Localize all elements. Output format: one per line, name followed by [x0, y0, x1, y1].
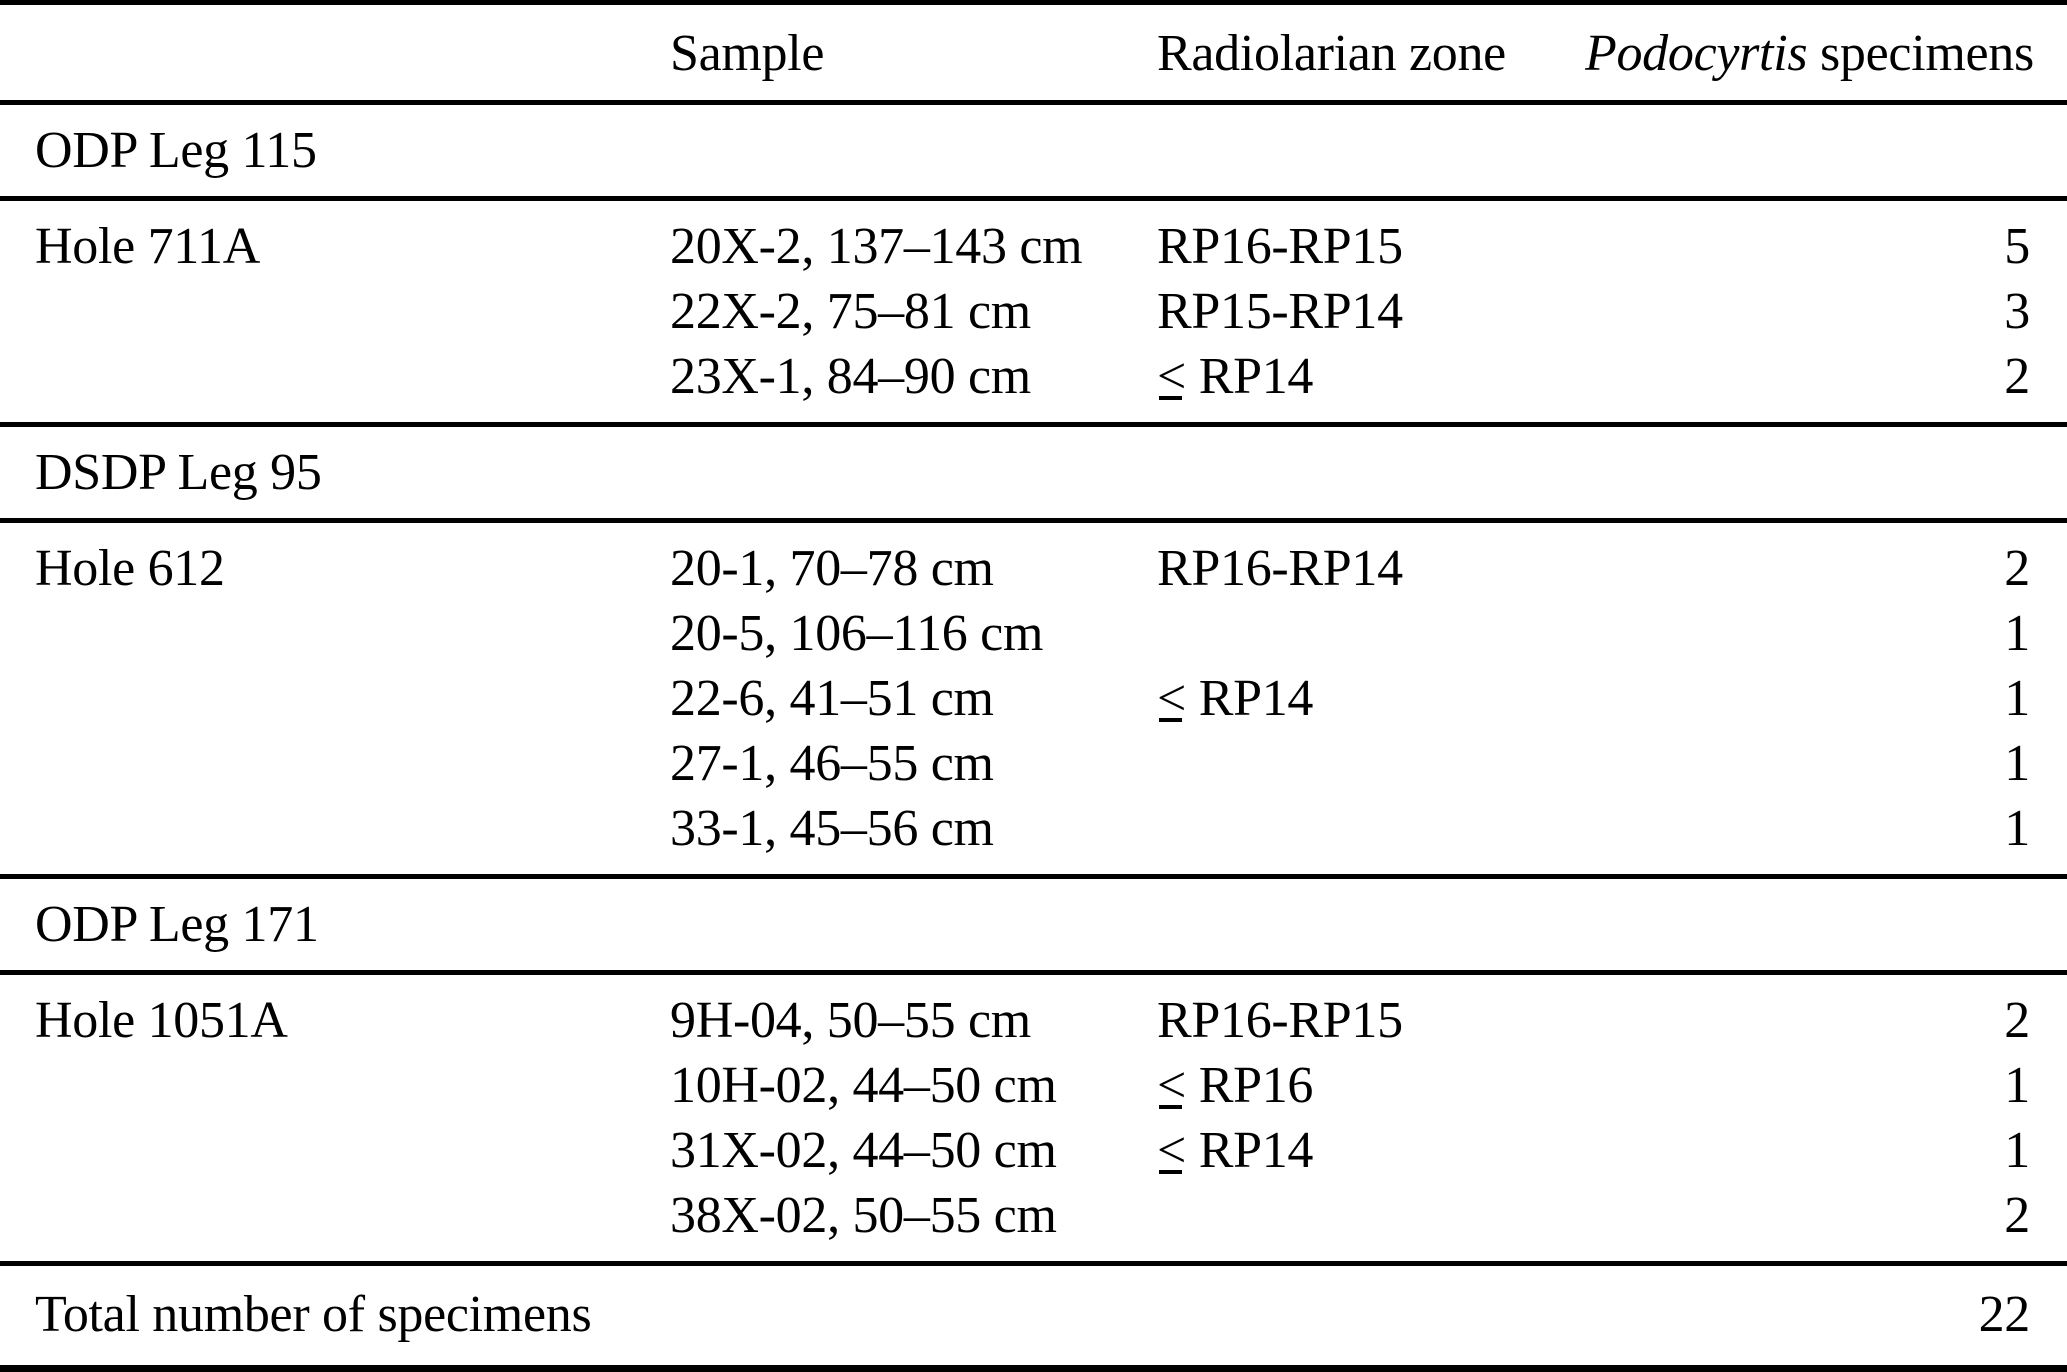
- group-hole-612: Hole 612 20-1, 70–78 cm RP16-RP14 2 20-5…: [0, 520, 2067, 877]
- sample-cell: 9H-04, 50–55 cm: [670, 992, 1031, 1049]
- table-row: Hole 612 20-1, 70–78 cm RP16-RP14 2: [0, 521, 2067, 602]
- zone-cell: RP16-RP14: [1157, 540, 1403, 597]
- sample-cell: 22X-2, 75–81 cm: [670, 283, 1031, 340]
- count-cell: 2: [2004, 1187, 2030, 1244]
- zone-cell: [1157, 731, 1585, 796]
- sample-cell: 20X-2, 137–143 cm: [670, 218, 1083, 275]
- sample-cell: 33-1, 45–56 cm: [670, 800, 994, 857]
- leq-symbol: <: [1157, 344, 1186, 409]
- zone-cell: < RP14: [1157, 344, 1585, 425]
- table-row: Hole 711A 20X-2, 137–143 cm RP16-RP15 5: [0, 199, 2067, 280]
- leg-label: ODP Leg 171: [35, 896, 319, 953]
- leq-symbol: <: [1157, 1053, 1186, 1118]
- count-cell: 1: [2004, 800, 2030, 857]
- header-radiolarian-zone: Radiolarian zone: [1157, 25, 1506, 82]
- zone-cell: RP15-RP14: [1157, 283, 1403, 340]
- section-leg-95: DSDP Leg 95: [0, 424, 2067, 521]
- count-cell: 2: [2004, 540, 2030, 597]
- leg-row: ODP Leg 115: [0, 103, 2067, 199]
- count-cell: 3: [2004, 283, 2030, 340]
- group-hole-1051a: Hole 1051A 9H-04, 50–55 cm RP16-RP15 2 1…: [0, 972, 2067, 1264]
- sample-cell: 10H-02, 44–50 cm: [670, 1057, 1057, 1114]
- zone-cell: [1157, 601, 1585, 666]
- podocyrtis-genus-label: Podocyrtis: [1585, 25, 1808, 82]
- zone-cell: RP16-RP15: [1157, 992, 1403, 1049]
- count-cell: 1: [2004, 1122, 2030, 1179]
- total-value: 22: [1978, 1286, 2031, 1343]
- zone-cell: RP16-RP15: [1157, 218, 1403, 275]
- table-row: 38X-02, 50–55 cm 2: [0, 1183, 2067, 1264]
- count-cell: 2: [2004, 992, 2030, 1049]
- sample-cell: 27-1, 46–55 cm: [670, 735, 994, 792]
- sample-cell: 22-6, 41–51 cm: [670, 670, 994, 727]
- header-sample: Sample: [670, 25, 825, 82]
- leq-symbol: <: [1157, 666, 1186, 731]
- table-row: 23X-1, 84–90 cm < RP14 2: [0, 344, 2067, 425]
- table-row: 27-1, 46–55 cm 1: [0, 731, 2067, 796]
- table-header: Sample Radiolarian zone Podocyrtis speci…: [0, 3, 2067, 103]
- sample-cell: 38X-02, 50–55 cm: [670, 1187, 1057, 1244]
- table-row: 33-1, 45–56 cm 1: [0, 796, 2067, 877]
- total-section: Total number of specimens 22: [0, 1263, 2067, 1369]
- leq-symbol: <: [1157, 1118, 1186, 1183]
- specimens-label: specimens: [1820, 25, 2034, 82]
- zone-cell: [1157, 796, 1585, 877]
- table-row: 22-6, 41–51 cm < RP14 1: [0, 666, 2067, 731]
- header-row: Sample Radiolarian zone Podocyrtis speci…: [0, 3, 2067, 103]
- leg-label: DSDP Leg 95: [35, 444, 322, 501]
- zone-cell: [1157, 1183, 1585, 1264]
- hole-label: Hole 1051A: [35, 992, 288, 1049]
- leg-row: DSDP Leg 95: [0, 425, 2067, 521]
- table-row: 20-5, 106–116 cm 1: [0, 601, 2067, 666]
- section-leg-115: ODP Leg 115: [0, 102, 2067, 199]
- leg-label: ODP Leg 115: [35, 122, 317, 179]
- header-blank: [0, 3, 670, 103]
- zone-cell: < RP14: [1157, 666, 1585, 731]
- count-cell: 1: [2004, 670, 2030, 727]
- hole-label: Hole 612: [35, 540, 225, 597]
- count-cell: 2: [2004, 348, 2030, 405]
- count-cell: 1: [2004, 605, 2030, 662]
- count-cell: 1: [2004, 1057, 2030, 1114]
- count-cell: 5: [2004, 218, 2030, 275]
- group-hole-711a: Hole 711A 20X-2, 137–143 cm RP16-RP15 5 …: [0, 198, 2067, 425]
- table-row: 22X-2, 75–81 cm RP15-RP14 3: [0, 279, 2067, 344]
- leg-row: ODP Leg 171: [0, 877, 2067, 973]
- table-row: 31X-02, 44–50 cm < RP14 1: [0, 1118, 2067, 1183]
- hole-label: Hole 711A: [35, 218, 261, 275]
- zone-cell: < RP16: [1157, 1053, 1585, 1118]
- section-leg-171: ODP Leg 171: [0, 876, 2067, 973]
- table-row: 10H-02, 44–50 cm < RP16 1: [0, 1053, 2067, 1118]
- header-podocyrtis-specimens: Podocyrtis specimens: [1585, 3, 2067, 103]
- sample-cell: 20-1, 70–78 cm: [670, 540, 994, 597]
- count-cell: 1: [2004, 735, 2030, 792]
- sample-cell: 31X-02, 44–50 cm: [670, 1122, 1057, 1179]
- zone-cell: < RP14: [1157, 1118, 1585, 1183]
- table-row: Hole 1051A 9H-04, 50–55 cm RP16-RP15 2: [0, 973, 2067, 1054]
- sample-cell: 23X-1, 84–90 cm: [670, 348, 1031, 405]
- total-label: Total number of specimens: [35, 1286, 592, 1343]
- sample-cell: 20-5, 106–116 cm: [670, 605, 1044, 662]
- total-row: Total number of specimens 22: [0, 1264, 2067, 1369]
